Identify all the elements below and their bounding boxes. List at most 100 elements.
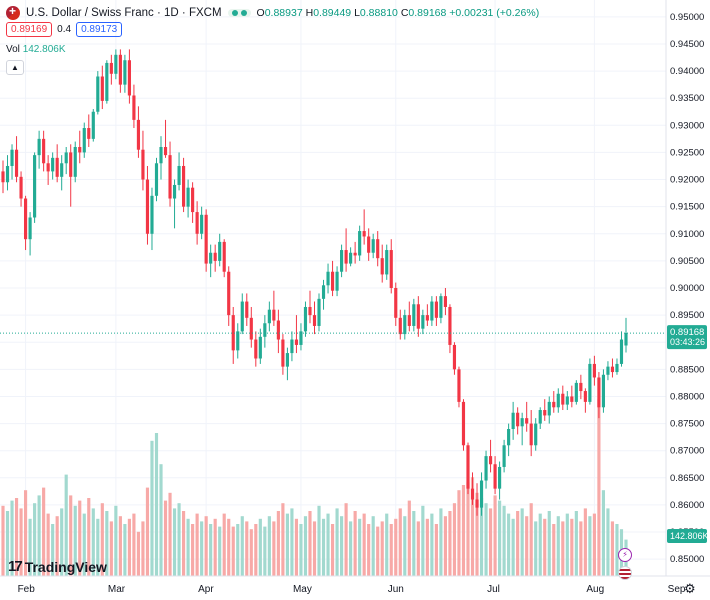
volume-bar — [10, 500, 14, 576]
sell-button[interactable]: 0.89169 — [6, 22, 53, 37]
volume-bar — [570, 518, 574, 576]
candle-body — [60, 163, 64, 177]
candle-body — [385, 250, 389, 275]
candle-body — [407, 315, 411, 326]
volume-bar — [127, 518, 131, 576]
candle-body — [231, 315, 235, 351]
candle-body — [281, 339, 285, 367]
candle-body — [33, 155, 37, 218]
candle-body — [507, 429, 511, 446]
volume-bar — [19, 508, 23, 576]
candle-body — [87, 128, 91, 139]
candle-body — [204, 214, 208, 264]
price-axis[interactable]: 0.95000 0.94500 0.94000 0.93500 0.93000 0.925… — [665, 0, 710, 600]
time-tick-label: May — [293, 584, 312, 595]
volume-bar — [443, 516, 448, 576]
candle-body — [380, 258, 384, 275]
candle-body — [330, 271, 335, 291]
candle-body — [73, 147, 77, 177]
candle-body — [114, 54, 118, 74]
volume-bar — [470, 477, 475, 576]
candle-body — [624, 333, 628, 346]
volume-bar — [389, 524, 393, 576]
chart-settings-gear-icon[interactable]: ⚙ — [684, 581, 696, 596]
candle-body — [353, 252, 357, 256]
volume-bar — [538, 513, 542, 576]
symbol-title[interactable]: U.S. Dollar / Swiss Franc · 1D · FXCM — [26, 7, 222, 19]
collapse-legend-chevron-up-icon[interactable]: ▲ — [6, 60, 24, 75]
candle-body — [37, 138, 41, 156]
candle-body — [159, 147, 163, 164]
volume-bar — [488, 508, 493, 576]
candle-body — [172, 184, 177, 199]
candle-body — [186, 187, 190, 207]
time-tick-label: Mar — [108, 584, 126, 595]
volume-bar — [543, 518, 547, 576]
buy-button[interactable]: 0.89173 — [76, 22, 123, 37]
candle-body — [430, 301, 434, 321]
volume-bar — [615, 524, 619, 576]
candle-body — [349, 252, 353, 264]
volume-bar — [493, 495, 497, 576]
candle-body — [141, 149, 145, 180]
candle-body — [552, 401, 556, 408]
volume-bar — [285, 513, 289, 576]
time-axis[interactable]: Feb Mar Apr May Jun Jul Aug Sep — [0, 575, 710, 600]
candle-body — [272, 309, 276, 321]
volume-bar — [421, 505, 425, 576]
us-flag-event-icon[interactable] — [618, 566, 632, 580]
candle-body — [619, 339, 624, 364]
candle-body — [466, 445, 470, 489]
volume-bar — [195, 513, 199, 576]
candle-body — [267, 309, 271, 324]
candle-body — [610, 366, 615, 373]
candle-body — [163, 147, 168, 156]
volume-bar — [511, 518, 515, 576]
volume-bar — [55, 516, 59, 576]
volume-bar — [344, 503, 348, 576]
candle-body — [249, 317, 253, 340]
quote-row: 0.89169 0.4 0.89173 — [6, 22, 123, 37]
volume-bar — [123, 524, 127, 576]
candle-body — [258, 336, 262, 359]
candle-body — [461, 401, 466, 446]
candle-body — [254, 339, 258, 359]
candle-body — [154, 163, 159, 196]
candle-body — [181, 165, 186, 207]
volume-bar — [294, 518, 299, 576]
tradingview-logo[interactable]: 17 TradingView — [8, 558, 107, 575]
candle-body — [520, 418, 524, 427]
volume-bar — [109, 521, 113, 576]
volume-bar — [498, 500, 502, 576]
candle-body — [493, 464, 497, 489]
volume-bar — [37, 495, 41, 576]
candle-body — [326, 271, 330, 286]
volume-bar — [249, 529, 253, 576]
candle-body — [484, 456, 488, 481]
volume-bar — [398, 508, 402, 576]
volume-bar — [272, 521, 276, 576]
symbol-flag-icon[interactable] — [6, 4, 20, 20]
market-status-badge[interactable] — [227, 9, 251, 17]
symbol-header: U.S. Dollar / Swiss Franc · 1D · FXCM O0… — [6, 4, 539, 20]
volume-bar — [457, 490, 461, 576]
volume-bar — [597, 399, 601, 576]
candle-body — [69, 152, 73, 177]
candle-body — [51, 157, 55, 172]
flash-event-icon[interactable]: ⚡ — [618, 548, 632, 562]
candle-body — [367, 236, 371, 253]
candle-body — [14, 149, 19, 177]
candle-body — [10, 149, 14, 166]
tradingview-mark-icon: 17 — [8, 558, 23, 575]
price-tick-label: 0.93500 — [670, 93, 704, 104]
volume-legend[interactable]: Vol 142.806K — [6, 44, 66, 55]
candle-body — [570, 396, 574, 402]
candle-body — [475, 499, 479, 508]
candle-body — [100, 76, 104, 101]
candle-body — [525, 418, 529, 424]
volume-bar — [163, 500, 168, 576]
price-tick-label: 0.88000 — [670, 391, 704, 402]
price-tick-label: 0.91000 — [670, 229, 704, 240]
price-tick-label: 0.85000 — [670, 554, 704, 565]
